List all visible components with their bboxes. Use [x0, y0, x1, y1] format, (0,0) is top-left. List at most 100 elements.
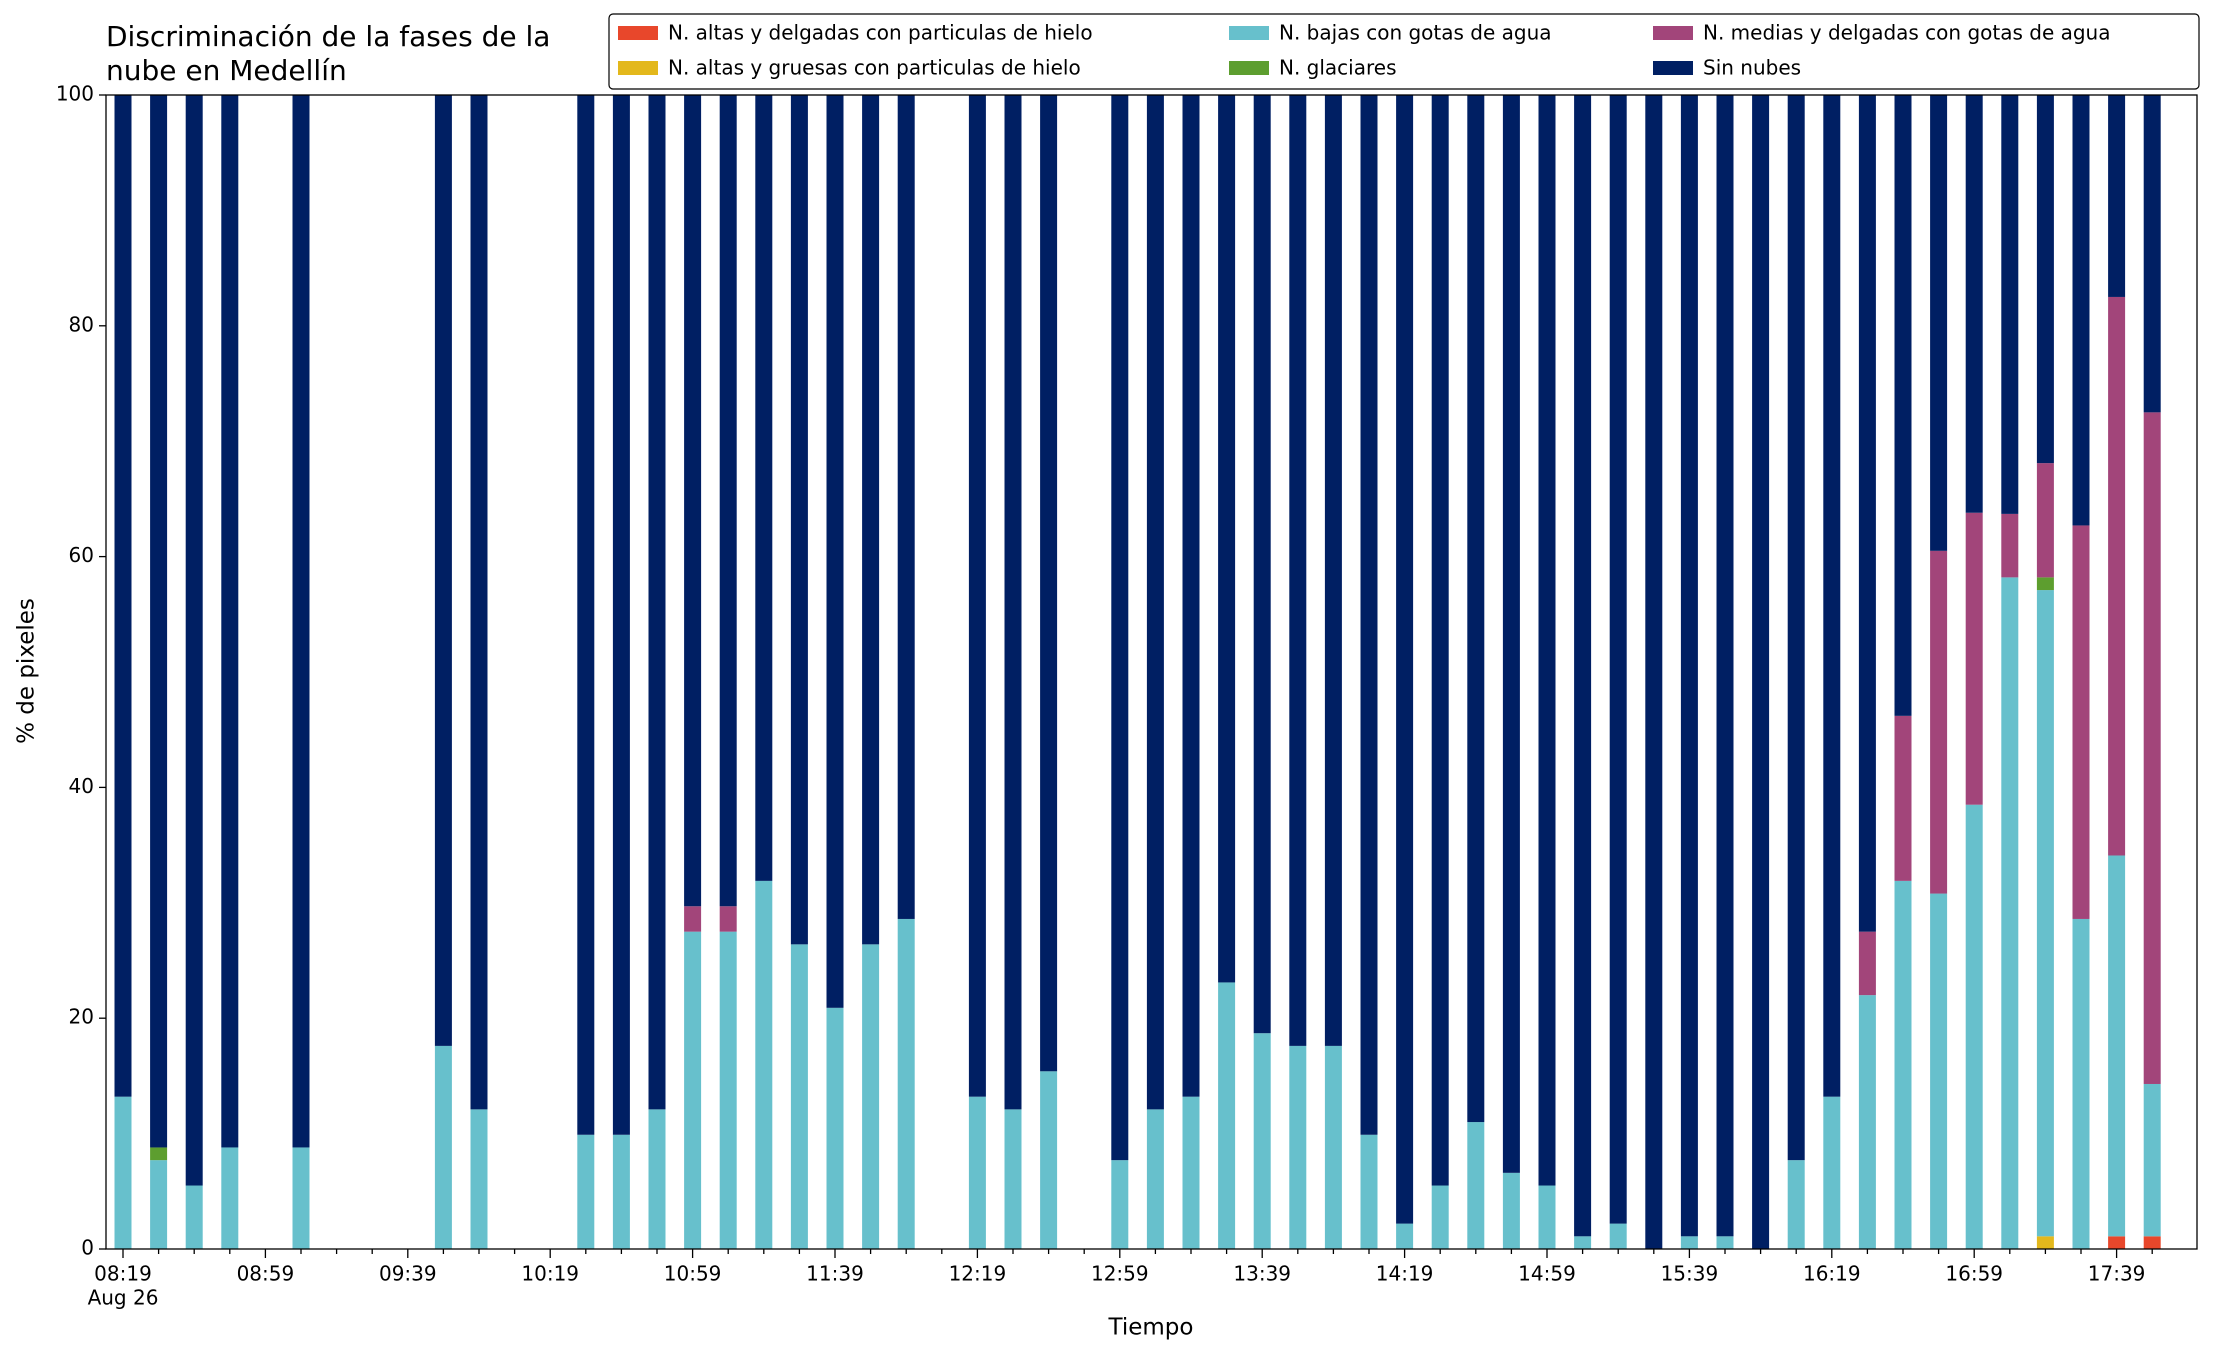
bar-segment: [1253, 95, 1271, 1034]
bar-segment: [1965, 804, 1983, 1249]
bar-segment: [719, 95, 737, 907]
bar-segment: [292, 1147, 310, 1249]
x-tick-label: 14:19: [1376, 1262, 1434, 1286]
bar-segment: [1253, 1033, 1271, 1249]
bar-segment: [1894, 880, 1912, 1249]
y-axis-label: % de pixeles: [14, 598, 40, 744]
bar-segment: [1823, 1096, 1841, 1249]
bar-segment: [1324, 1045, 1342, 1249]
bar-segment: [1289, 1045, 1307, 1249]
bar-segment: [1680, 1236, 1698, 1249]
bar-segment: [434, 1045, 452, 1249]
x-tick-label: 12:59: [1091, 1262, 1149, 1286]
x-tick-label: 15:39: [1661, 1262, 1719, 1286]
x-tick-label: 16:59: [1945, 1262, 2003, 1286]
bar-segment: [1218, 95, 1236, 983]
bar-segment: [2036, 590, 2054, 1237]
bar-segment: [1858, 995, 1876, 1249]
bar-segment: [612, 95, 630, 1135]
bar-segment: [1004, 1109, 1022, 1249]
bar-segment: [612, 1134, 630, 1249]
bar-segment: [470, 95, 488, 1110]
bar-segment: [1467, 95, 1485, 1123]
bar-segment: [2072, 918, 2090, 1249]
bar-segment: [2072, 95, 2090, 526]
plot-frame: [105, 94, 2198, 1250]
bar-segment: [1040, 95, 1058, 1072]
bar-segment: [684, 931, 702, 1249]
x-date-label: Aug 26: [88, 1286, 159, 1310]
y-tick-label: 40: [69, 774, 94, 798]
bar-segment: [719, 906, 737, 932]
x-tick-label: 13:39: [1233, 1262, 1291, 1286]
bar-segment: [1787, 95, 1805, 1161]
bar-segment: [1858, 931, 1876, 996]
bar-segment: [862, 944, 880, 1249]
legend-box: [608, 13, 2200, 90]
bar-segment: [2108, 855, 2126, 1237]
bar-segment: [185, 1185, 203, 1249]
bar-segment: [150, 1147, 168, 1161]
bar-segment: [1680, 95, 1698, 1237]
bar-segment: [1894, 95, 1912, 716]
legend-label: N. bajas con gotas de agua: [1279, 21, 1552, 45]
y-tick-label: 20: [69, 1005, 94, 1029]
bar-segment: [1502, 95, 1520, 1173]
bar-segment: [755, 880, 773, 1249]
bar-segment: [1182, 95, 1200, 1097]
bar-segment: [1111, 1160, 1129, 1249]
bar-segment: [2143, 1083, 2161, 1237]
bar-segment: [684, 906, 702, 932]
legend-swatch: [1229, 61, 1269, 75]
bar-segment: [1324, 95, 1342, 1046]
bar-segment: [1538, 95, 1556, 1186]
bar-segment: [2036, 463, 2054, 578]
bar-segment: [114, 1096, 132, 1249]
bar-segment: [897, 918, 915, 1249]
bar-segment: [1787, 1160, 1805, 1249]
bar-segment: [2143, 1236, 2161, 1249]
x-tick-label: 11:39: [806, 1262, 864, 1286]
y-tick-label: 80: [69, 312, 94, 336]
bar-segment: [292, 95, 310, 1148]
x-axis-label: Tiempo: [1108, 1315, 1194, 1341]
bar-segment: [1111, 95, 1129, 1161]
bar-segment: [577, 95, 595, 1135]
x-tick-label: 08:19: [94, 1262, 152, 1286]
bar-segment: [1040, 1071, 1058, 1249]
bar-segment: [1930, 95, 1948, 551]
bar-segment: [1431, 95, 1449, 1186]
bar-segment: [1609, 1223, 1627, 1249]
legend-swatch: [618, 61, 658, 75]
bar-segment: [1858, 95, 1876, 932]
bar-segment: [1574, 95, 1592, 1237]
legend-label: Sin nubes: [1703, 56, 1801, 80]
bar-segment: [1930, 550, 1948, 894]
bar-segment: [684, 95, 702, 907]
bar-segment: [2036, 95, 2054, 464]
legend-label: N. altas y gruesas con particulas de hie…: [668, 56, 1081, 80]
bar-segment: [2001, 95, 2019, 514]
bar-segment: [1716, 95, 1734, 1237]
bar-segment: [2143, 95, 2161, 413]
legend-swatch: [618, 26, 658, 40]
bar-segment: [897, 95, 915, 919]
bar-segment: [1716, 1236, 1734, 1249]
bar-segment: [185, 95, 203, 1186]
bar-segment: [968, 1096, 986, 1249]
bar-segment: [648, 95, 666, 1110]
bar-segment: [1289, 95, 1307, 1046]
y-tick-label: 0: [81, 1236, 94, 1260]
x-tick-label: 10:59: [664, 1262, 722, 1286]
bar-segment: [150, 95, 168, 1148]
legend-swatch: [1653, 61, 1693, 75]
bar-segment: [2036, 1236, 2054, 1249]
x-tick-label: 10:19: [521, 1262, 579, 1286]
x-tick-label: 17:39: [2088, 1262, 2146, 1286]
bar-segment: [2143, 412, 2161, 1084]
legend-swatch: [1229, 26, 1269, 40]
legend-swatch: [1653, 26, 1693, 40]
bar-segment: [1396, 95, 1414, 1224]
bar-segment: [790, 944, 808, 1249]
